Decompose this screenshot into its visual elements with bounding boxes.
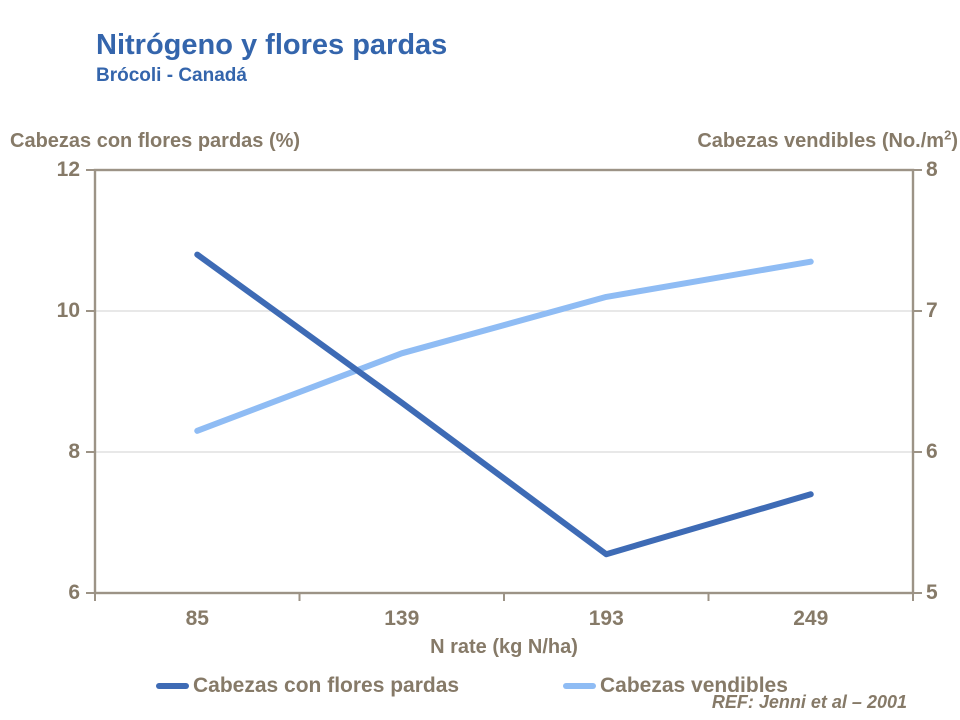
right-axis-title: Cabezas vendibles (No./m2): [697, 128, 958, 154]
x-axis-category-label: 193: [588, 607, 624, 630]
legend-swatch-dark-blue-line: [156, 683, 189, 689]
legend-label: Cabezas vendibles: [600, 674, 788, 697]
slide-title: Nitrógeno y flores pardas: [96, 29, 448, 61]
left-axis-tick-label: 6: [68, 581, 80, 604]
right-axis-tick-label: 8: [926, 158, 938, 181]
series-line-cabezas-vendibles: [194, 258, 814, 434]
right-axis-tick-label: 6: [926, 440, 938, 463]
left-axis-tick-label: 10: [56, 299, 80, 322]
right-axis-tick-label: 5: [926, 581, 938, 604]
reference-citation: REF: Jenni et al – 2001: [711, 692, 907, 712]
x-axis-title: N rate (kg N/ha): [430, 636, 578, 658]
legend-item-cabezas-con-flores-pardas: Cabezas con flores pardas: [156, 673, 459, 699]
right-axis-title-text: Cabezas vendibles (No./m: [697, 130, 945, 152]
x-axis-category-label: 249: [793, 607, 829, 630]
slide-subtitle: Brócoli - Canadá: [96, 65, 247, 86]
right-axis-tick-label: 7: [926, 299, 938, 322]
left-axis-tick-label: 8: [68, 440, 80, 463]
right-axis-title-close: ): [951, 130, 958, 152]
x-axis-category-label: 85: [185, 607, 209, 630]
x-axis-category-label: 139: [384, 607, 420, 630]
legend-item-cabezas-vendibles: Cabezas vendibles: [563, 673, 788, 699]
plot-frame: [93, 168, 915, 595]
legend-swatch-light-blue-line: [563, 683, 596, 689]
series-line-cabezas-con-flores-pardas: [194, 251, 814, 558]
left-axis-tick-label: 12: [56, 158, 80, 181]
right-axis-title-superscript: 2: [944, 127, 952, 143]
legend-label: Cabezas con flores pardas: [193, 674, 460, 697]
left-axis-title: Cabezas con flores pardas (%): [10, 130, 301, 152]
